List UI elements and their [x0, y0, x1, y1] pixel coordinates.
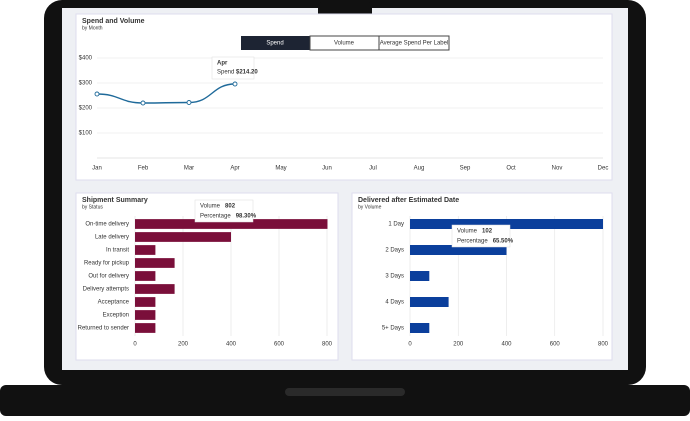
- y-tick-label: Ready for pickup: [84, 261, 130, 267]
- tooltip-value: 65.50%: [493, 239, 514, 245]
- chart-subtitle: by Status: [82, 204, 103, 210]
- tooltip-value: 98.30%: [236, 214, 257, 220]
- tooltip-label: Volume: [200, 204, 221, 210]
- bar: [135, 232, 231, 242]
- tooltip: [211, 56, 255, 80]
- tab-label[interactable]: Average Spend Per Label: [380, 41, 449, 47]
- bar: [135, 284, 175, 294]
- bar: [410, 245, 507, 255]
- x-tick-label: 0: [133, 342, 137, 348]
- point: [94, 91, 100, 97]
- x-tick-label: 400: [501, 342, 512, 348]
- tooltip-value: 102: [482, 229, 493, 235]
- y-tick-label: 2 Days: [385, 248, 404, 254]
- bar: [410, 297, 449, 307]
- y-tick-label: Acceptance: [98, 300, 130, 306]
- x-tick-label: Feb: [138, 166, 149, 172]
- point: [186, 100, 192, 105]
- x-tick-label: Nov: [552, 166, 563, 172]
- y-tick-label: 3 Days: [385, 274, 404, 280]
- bar: [410, 323, 430, 333]
- x-tick-label: Jul: [369, 166, 377, 172]
- chart-subtitle: by Month: [82, 25, 103, 31]
- x-tick-label: 600: [550, 342, 561, 348]
- trackpad-notch: [285, 388, 405, 396]
- tooltip-label: Percentage: [200, 214, 231, 220]
- tab-label[interactable]: Volume: [334, 41, 355, 47]
- tooltip: [451, 224, 511, 248]
- bar: [135, 219, 328, 229]
- x-tick-label: Dec: [598, 166, 609, 172]
- tooltip-value: 802: [225, 204, 236, 210]
- x-tick-label: Oct: [506, 166, 516, 172]
- bar: [135, 271, 156, 281]
- x-tick-label: 0: [408, 342, 412, 348]
- point: [232, 81, 238, 87]
- x-tick-label: 200: [453, 342, 464, 348]
- bar: [135, 258, 175, 268]
- chart-title: Shipment Summary: [82, 197, 148, 204]
- x-tick-label: 800: [322, 342, 333, 348]
- y-tick-label: $100: [79, 131, 93, 137]
- x-tick-label: Mar: [184, 166, 194, 172]
- tab-label[interactable]: Spend: [266, 41, 283, 47]
- y-tick-label: 4 Days: [385, 300, 404, 306]
- tooltip-label: Volume: [457, 229, 478, 235]
- y-tick-label: Exception: [103, 313, 129, 319]
- x-tick-label: May: [275, 166, 286, 172]
- laptop-base: [0, 385, 690, 416]
- bar: [135, 310, 156, 320]
- x-tick-label: 400: [226, 342, 237, 348]
- x-tick-label: Aug: [414, 166, 425, 172]
- x-tick-label: 200: [178, 342, 189, 348]
- line: [96, 83, 236, 104]
- camera-notch: [318, 2, 372, 17]
- x-tick-label: 600: [274, 342, 285, 348]
- y-tick-label: On-time delivery: [85, 222, 129, 228]
- chart-title: Spend and Volume: [82, 18, 145, 25]
- chart-subtitle: by Volume: [358, 204, 382, 210]
- y-tick-label: Returned to sender: [78, 326, 129, 332]
- y-tick-label: In transit: [106, 248, 129, 254]
- y-tick-label: $200: [79, 106, 93, 112]
- tabs: Spend Volume Average Spend Per Label: [241, 35, 450, 51]
- x-tick-label: 800: [598, 342, 609, 348]
- tooltip-title: Apr: [217, 61, 228, 67]
- x-tick-label: Jan: [92, 166, 102, 172]
- y-tick-label: Late delivery: [95, 235, 129, 241]
- y-tick-label: $400: [79, 56, 93, 62]
- chart-title: Delivered after Estimated Date: [358, 197, 459, 204]
- tooltip-label: Percentage: [457, 239, 488, 245]
- bar: [135, 323, 156, 333]
- y-tick-label: $300: [79, 81, 93, 87]
- bar: [135, 297, 156, 307]
- x-tick-label: Sep: [460, 166, 471, 172]
- tooltip: [194, 199, 254, 223]
- y-tick-label: 5+ Days: [382, 326, 404, 332]
- bar: [410, 271, 430, 281]
- bar: [135, 245, 156, 255]
- tab[interactable]: [378, 35, 450, 51]
- tab[interactable]: [241, 36, 310, 50]
- bar: [410, 219, 603, 229]
- y-tick-label: Delivery attempts: [83, 287, 129, 293]
- tooltip-value: $214.20: [236, 70, 258, 76]
- y-tick-label: 1 Day: [388, 222, 404, 228]
- tooltip-label: Spend: [217, 70, 234, 76]
- point: [140, 100, 146, 106]
- y-tick-label: Out for delivery: [88, 274, 129, 280]
- x-tick-label: Apr: [230, 166, 239, 172]
- x-tick-label: Jun: [322, 166, 332, 172]
